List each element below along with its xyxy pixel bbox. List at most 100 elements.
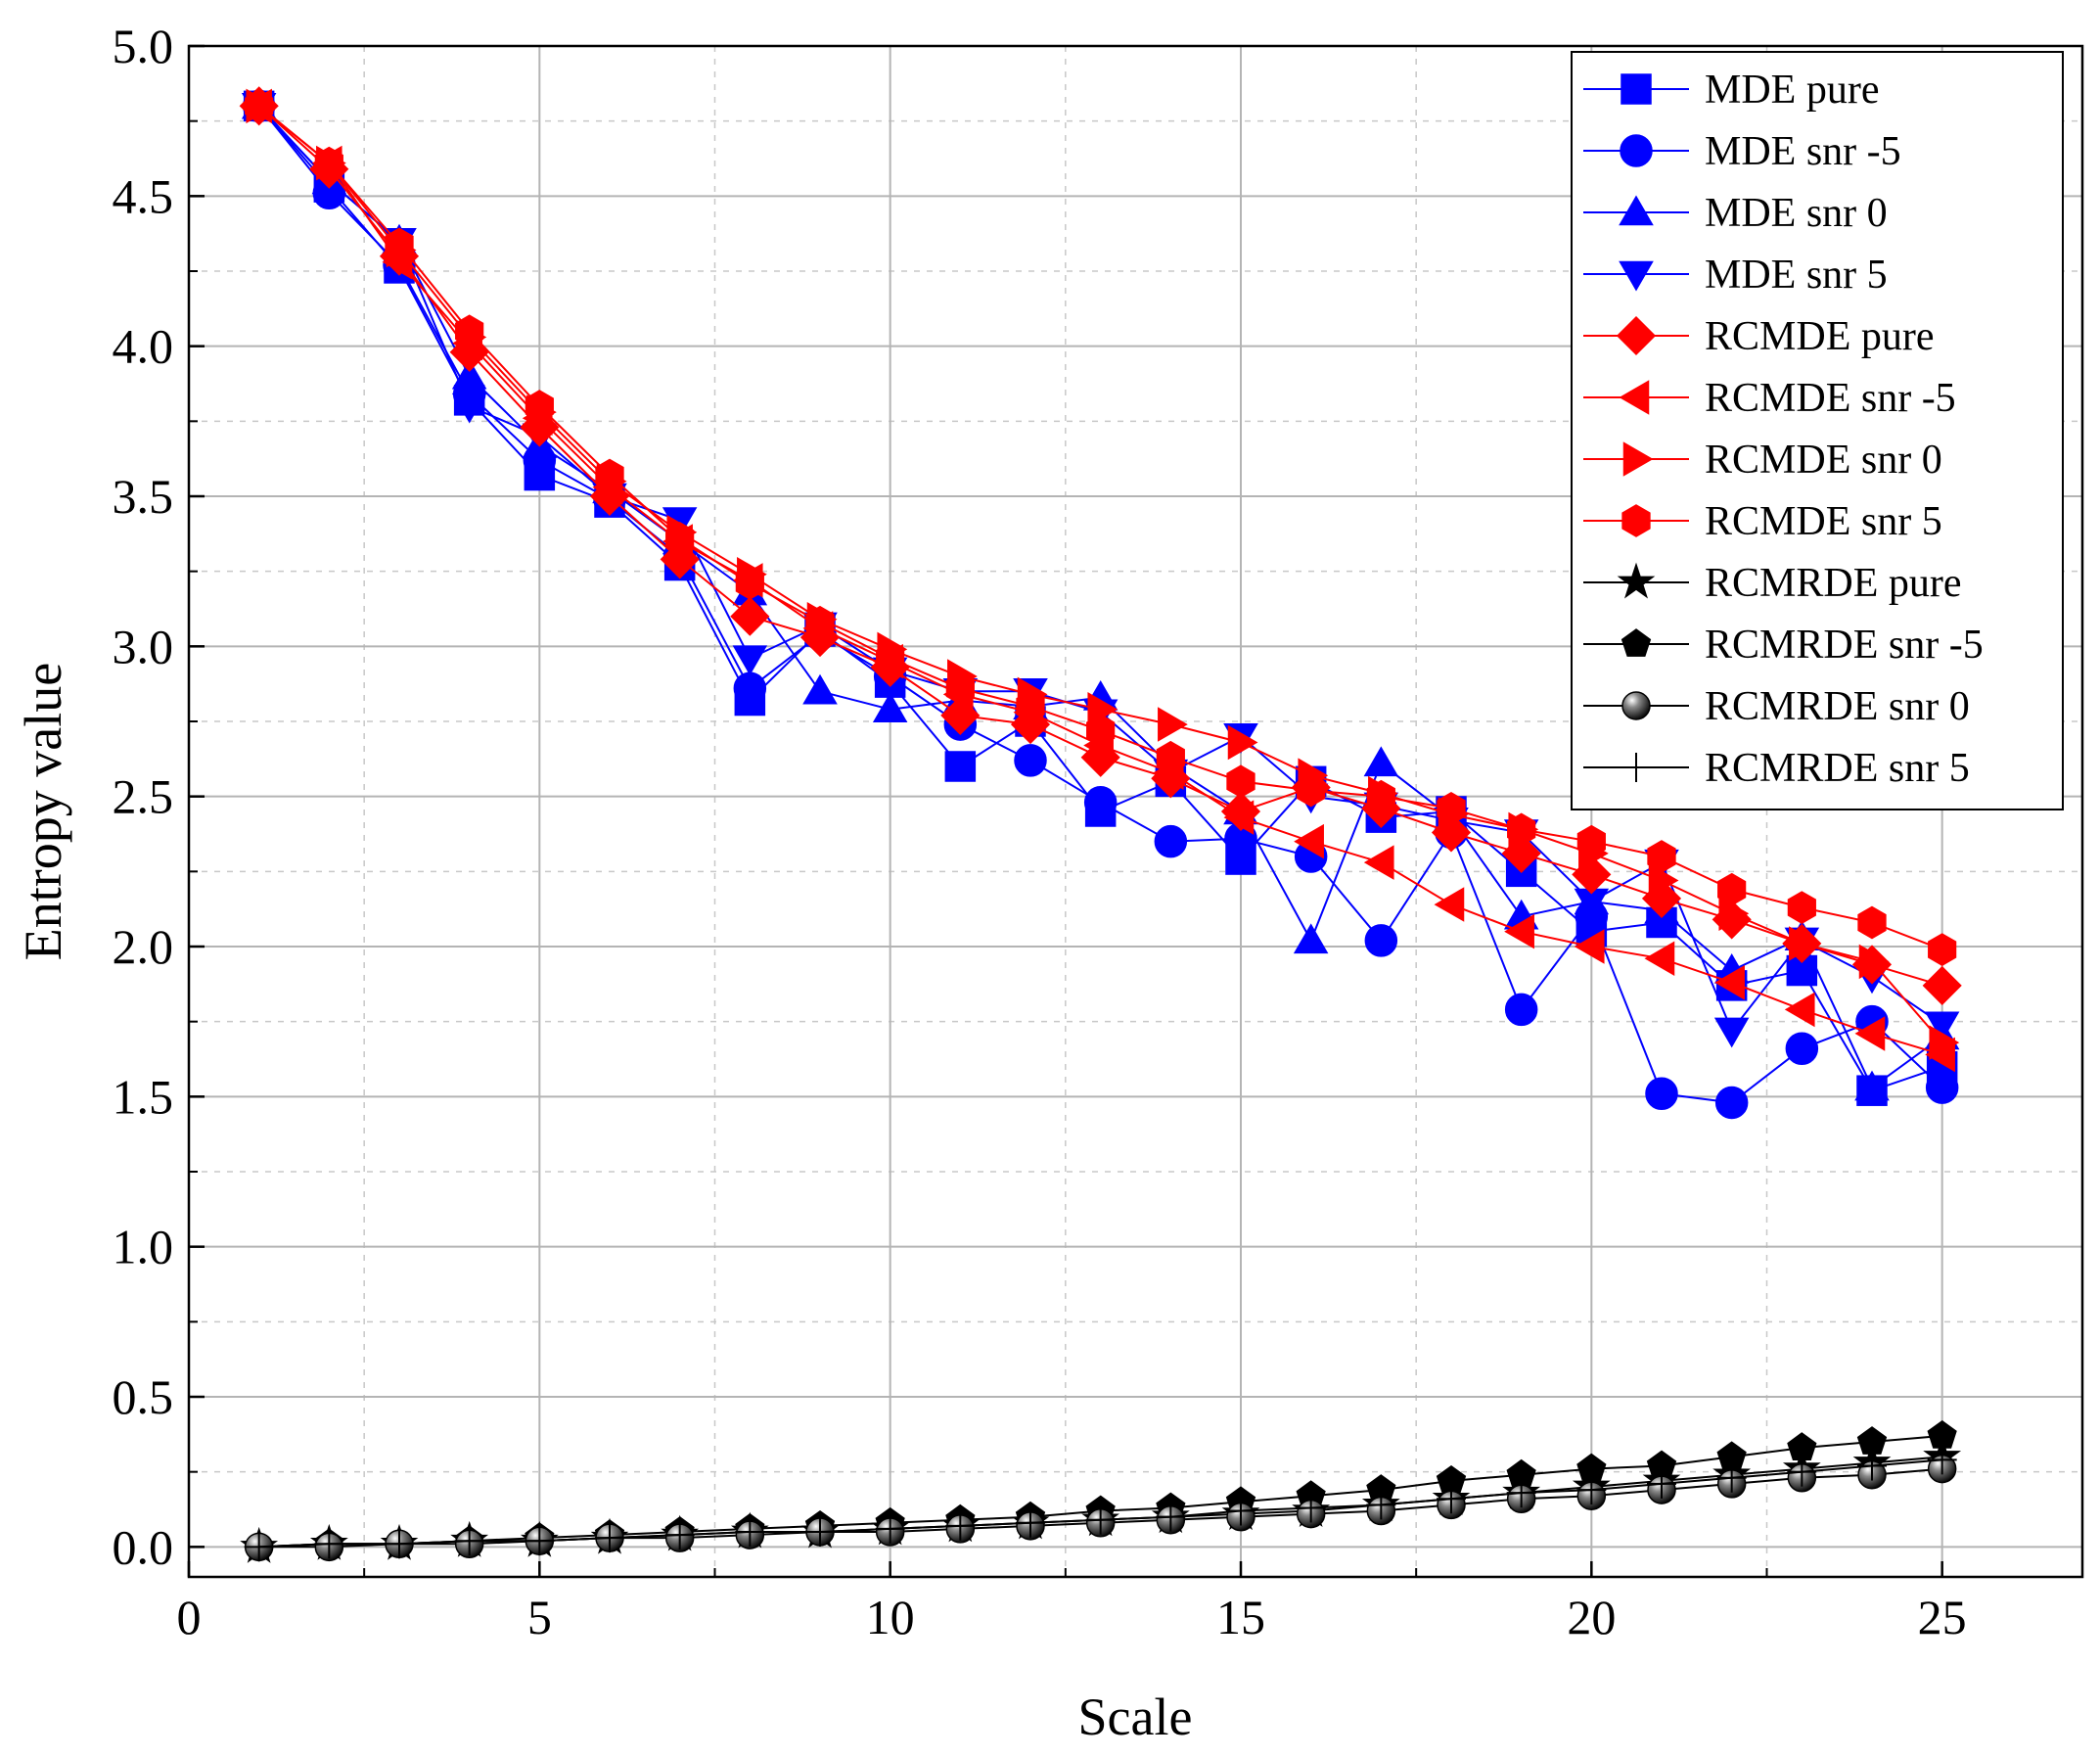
data-point-rcmde-snr-5 — [1928, 933, 1957, 966]
data-point-rcmrde-snr-5 — [1156, 1502, 1186, 1532]
legend-item-rcmrde-snr--5: RCMRDE snr -5 — [1583, 623, 1984, 668]
data-point-mde-snr--5 — [1785, 1032, 1819, 1066]
data-point-rcmde-snr-0 — [1929, 1025, 1960, 1060]
data-point-mde-snr-5 — [1924, 1011, 1960, 1042]
legend: MDE pure MDE snr -5 MDE snr 0 MDE snr 5 RCMD… — [1571, 51, 2064, 810]
y-tick-label: 2.0 — [113, 919, 174, 974]
data-point-rcmde-snr--5 — [1854, 1016, 1886, 1051]
data-point-rcmde-snr-0 — [1789, 926, 1819, 961]
data-point-mde-snr--5 — [1645, 1077, 1678, 1111]
legend-label: MDE snr 0 — [1705, 191, 1888, 236]
legend-marker-star-icon — [1617, 562, 1656, 599]
y-tick-label: 2.5 — [113, 769, 174, 824]
series-rcmrde-snr-5 — [244, 1445, 1957, 1562]
x-tick-label: 25 — [1918, 1590, 1967, 1644]
data-point-rcmde-snr-0 — [1718, 896, 1750, 931]
data-point-rcmde-snr--5 — [1294, 823, 1324, 859]
data-point-rcmde-snr-0 — [1227, 724, 1258, 761]
legend-label: RCMDE snr -5 — [1705, 376, 1956, 421]
data-point-rcmrde-snr-5 — [1927, 1445, 1957, 1475]
data-point-rcmde-snr--5 — [1644, 941, 1675, 976]
data-point-rcmde-snr-5 — [1086, 714, 1116, 748]
data-point-mde-snr-5 — [1713, 1017, 1750, 1048]
data-point-rcmrde-snr-5 — [945, 1510, 976, 1541]
data-point-rcmrde-snr-5 — [525, 1526, 555, 1556]
legend-item-rcmrde-snr-0: RCMRDE snr 0 — [1583, 684, 1970, 729]
legend-marker-pentagon-icon — [1621, 628, 1652, 657]
data-point-rcmrde-snr-5 — [454, 1526, 484, 1556]
data-point-rcmde-snr-0 — [1158, 707, 1188, 742]
data-point-rcmde-snr-5 — [1366, 779, 1395, 813]
data-point-rcmde-snr-5 — [525, 390, 554, 423]
data-point-mde-snr--5 — [1154, 824, 1188, 858]
data-point-rcmde-snr-5 — [945, 671, 975, 706]
data-point-rcmde-snr-5 — [1717, 872, 1747, 906]
legend-label: RCMRDE pure — [1705, 561, 1962, 606]
data-point-mde-snr-0 — [802, 673, 838, 705]
data-point-rcmde-pure — [730, 596, 770, 636]
data-point-rcmde-snr-5 — [1156, 740, 1185, 774]
data-point-mde-snr--5 — [1504, 993, 1538, 1027]
data-point-rcmrde-snr-5 — [1576, 1475, 1607, 1505]
legend-marker-triangle-right-icon — [1622, 441, 1654, 477]
y-tick-label: 3.5 — [113, 469, 174, 524]
data-point-rcmde-snr-5 — [1437, 792, 1466, 825]
data-point-mde-snr-0 — [1293, 923, 1329, 954]
data-point-mde-snr--5 — [1083, 786, 1118, 819]
data-point-rcmde-snr-5 — [1576, 824, 1606, 858]
data-point-rcmrde-snr-5 — [1437, 1484, 1466, 1514]
data-point-rcmde-snr-5 — [805, 605, 835, 639]
data-point-rcmde-snr-5 — [876, 641, 905, 675]
x-tick-label: 15 — [1216, 1590, 1265, 1644]
legend-label: RCMDE snr 5 — [1705, 499, 1942, 544]
data-point-mde-snr-5 — [732, 645, 768, 676]
legend-label: MDE snr 5 — [1705, 253, 1888, 298]
plot-frame — [187, 44, 2084, 1579]
legend-marker-plus-icon — [1621, 753, 1651, 782]
data-point-rcmrde-snr-5 — [1085, 1504, 1116, 1535]
data-point-rcmde-snr-5 — [314, 146, 343, 180]
data-point-rcmde-snr-5 — [1507, 812, 1536, 847]
legend-item-rcmde-snr--5: RCMDE snr -5 — [1583, 376, 1956, 421]
legend-marker-square-icon — [1621, 73, 1652, 105]
data-point-rcmde-pure — [1922, 965, 1962, 1005]
y-tick-label: 3.0 — [113, 619, 174, 673]
data-point-rcmde-snr--5 — [1363, 845, 1394, 880]
data-point-rcmrde-snr-5 — [1647, 1468, 1676, 1499]
data-point-rcmrde-snr-5 — [1016, 1507, 1045, 1538]
x-axis-title: Scale — [1078, 1688, 1193, 1746]
data-point-mde-snr--5 — [1714, 1086, 1749, 1120]
y-axis-title: Entropy value — [14, 663, 72, 960]
data-point-rcmrde-snr-5 — [1226, 1496, 1255, 1526]
legend-label: RCMDE pure — [1705, 314, 1935, 359]
data-point-rcmrde-snr-5 — [1366, 1490, 1396, 1520]
legend-marker-sphere-icon — [1621, 691, 1651, 720]
data-point-rcmde-snr-5 — [1857, 905, 1887, 940]
legend-item-mde-pure: MDE pure — [1583, 68, 1879, 113]
data-point-mde-snr--5 — [1925, 1071, 1959, 1104]
data-point-rcmde-snr--5 — [1784, 992, 1815, 1028]
data-point-rcmrde-snr-5 — [244, 1532, 274, 1562]
x-tick-label: 20 — [1567, 1590, 1616, 1644]
legend-marker-diamond-icon — [1616, 315, 1657, 356]
data-point-mde-snr-0 — [1363, 746, 1399, 777]
data-point-mde-pure — [944, 751, 977, 782]
y-tick-label: 4.0 — [113, 319, 174, 374]
data-point-mde-snr-0 — [451, 358, 487, 390]
legend-label: MDE pure — [1705, 68, 1879, 113]
series-rcmde-snr-5 — [245, 89, 1957, 966]
data-point-rcmrde-snr-5 — [735, 1517, 765, 1547]
data-point-rcmrde-snr-5 — [805, 1517, 835, 1547]
legend-item-rcmrde-snr-5: RCMRDE snr 5 — [1583, 746, 1970, 791]
legend-marker-triangle-left-icon — [1619, 380, 1650, 415]
data-point-mde-snr--5 — [733, 671, 767, 706]
y-tick-label: 1.5 — [113, 1069, 174, 1124]
legend-box — [1571, 51, 2064, 810]
data-point-rcmde-snr-0 — [1858, 944, 1890, 980]
y-tick-label: 0.0 — [113, 1519, 174, 1574]
data-point-rcmde-snr-5 — [735, 567, 764, 600]
legend-item-rcmde-pure: RCMDE pure — [1583, 314, 1935, 359]
legend-marker-circle-icon — [1620, 134, 1653, 167]
legend-item-rcmde-snr-0: RCMDE snr 0 — [1583, 438, 1942, 483]
x-tick-label: 0 — [177, 1590, 202, 1644]
